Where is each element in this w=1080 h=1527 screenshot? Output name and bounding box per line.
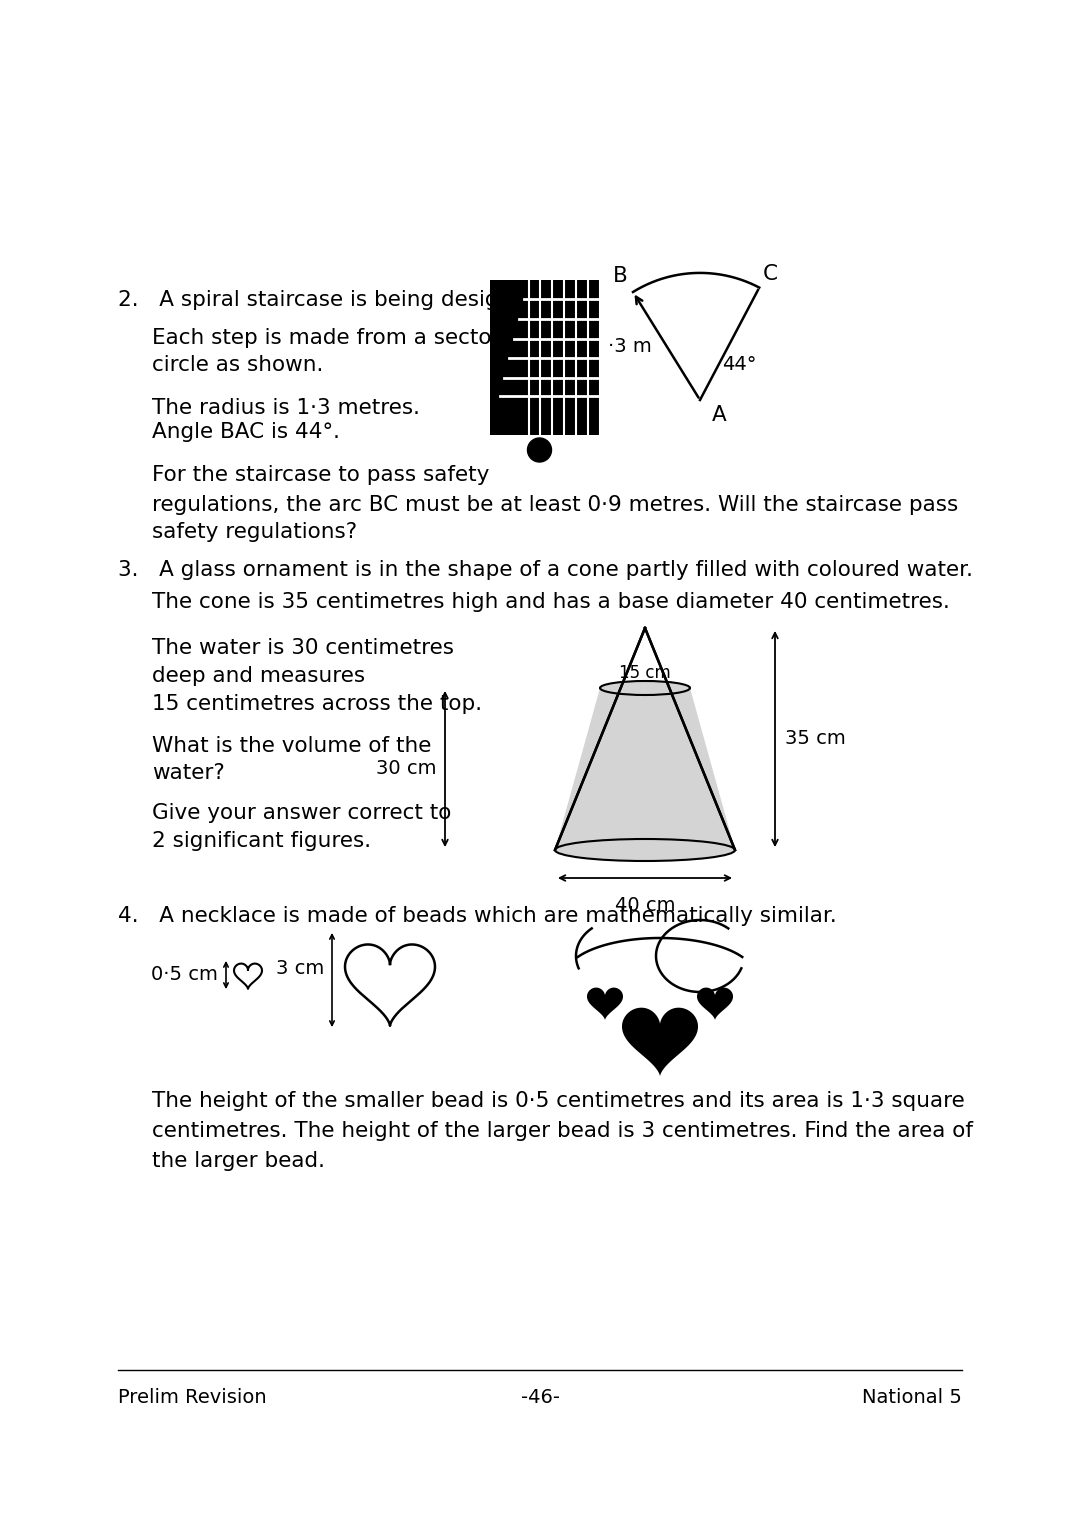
Polygon shape (588, 988, 623, 1020)
Text: 40 cm: 40 cm (615, 896, 675, 915)
Text: water?: water? (152, 764, 225, 783)
Text: circle as shown.: circle as shown. (152, 354, 323, 376)
Ellipse shape (555, 838, 735, 861)
Text: 15 cm: 15 cm (619, 664, 671, 683)
Text: The radius is 1·3 metres.: The radius is 1·3 metres. (152, 399, 420, 418)
Text: the larger bead.: the larger bead. (152, 1151, 325, 1171)
Text: National 5: National 5 (862, 1388, 962, 1406)
Text: The water is 30 centimetres: The water is 30 centimetres (152, 638, 454, 658)
Text: Angle BAC is 44°.: Angle BAC is 44°. (152, 421, 340, 441)
Text: What is the volume of the: What is the volume of the (152, 736, 431, 756)
Text: 3 cm: 3 cm (275, 959, 324, 977)
Text: 44°: 44° (723, 356, 756, 374)
Text: -46-: -46- (521, 1388, 559, 1406)
Text: 15 centimetres across the top.: 15 centimetres across the top. (152, 693, 482, 715)
Text: C: C (762, 264, 778, 284)
Text: regulations, the arc BC must be at least 0·9 metres. Will the staircase pass: regulations, the arc BC must be at least… (152, 495, 958, 515)
Text: 35 cm: 35 cm (785, 730, 846, 748)
Text: The height of the smaller bead is 0·5 centimetres and its area is 1·3 square: The height of the smaller bead is 0·5 ce… (152, 1090, 964, 1112)
Text: Each step is made from a sector of a: Each step is made from a sector of a (152, 328, 549, 348)
Text: safety regulations?: safety regulations? (152, 522, 357, 542)
Text: 4.   A necklace is made of beads which are mathematically similar.: 4. A necklace is made of beads which are… (118, 906, 837, 925)
Text: 30 cm: 30 cm (377, 759, 437, 779)
Circle shape (527, 438, 552, 463)
Text: 2 significant figures.: 2 significant figures. (152, 831, 372, 851)
Ellipse shape (600, 681, 690, 695)
Text: The cone is 35 centimetres high and has a base diameter 40 centimetres.: The cone is 35 centimetres high and has … (152, 592, 950, 612)
Bar (490, 279, 600, 435)
Text: For the staircase to pass safety: For the staircase to pass safety (152, 466, 489, 486)
Text: ·3 m: ·3 m (608, 336, 651, 356)
Text: 2.   A spiral staircase is being designed.: 2. A spiral staircase is being designed. (118, 290, 545, 310)
Polygon shape (622, 1008, 698, 1077)
Polygon shape (555, 689, 735, 851)
Text: 0·5 cm: 0·5 cm (151, 965, 218, 983)
Polygon shape (697, 988, 733, 1020)
Text: 3.   A glass ornament is in the shape of a cone partly filled with coloured wate: 3. A glass ornament is in the shape of a… (118, 560, 973, 580)
Text: A: A (712, 405, 727, 425)
Text: centimetres. The height of the larger bead is 3 centimetres. Find the area of: centimetres. The height of the larger be… (152, 1121, 973, 1141)
Text: deep and measures: deep and measures (152, 666, 365, 686)
Text: B: B (613, 266, 627, 286)
Text: Give your answer correct to: Give your answer correct to (152, 803, 451, 823)
Text: Prelim Revision: Prelim Revision (118, 1388, 267, 1406)
